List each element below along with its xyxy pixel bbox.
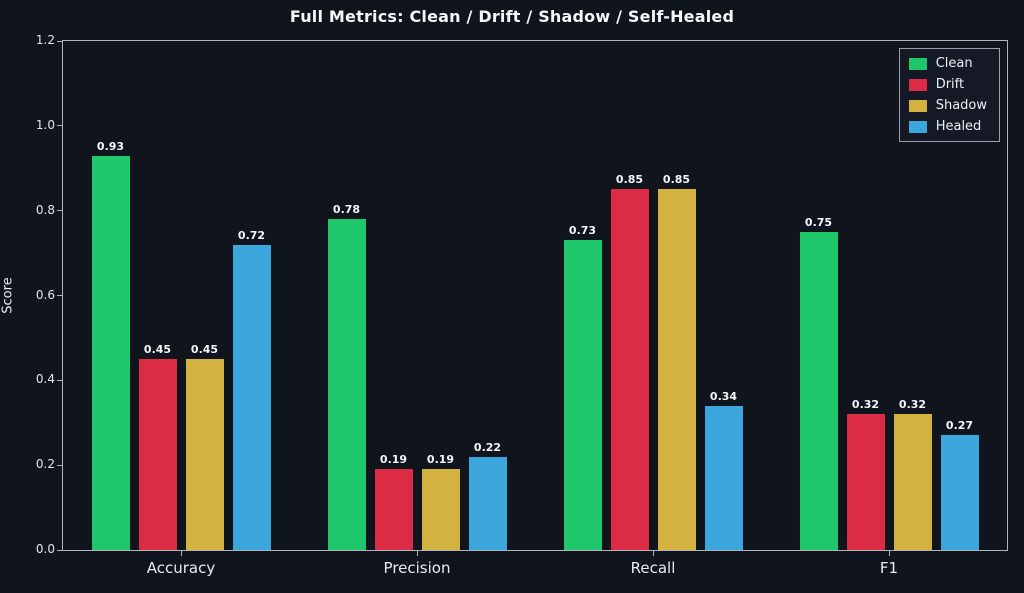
- bar-clean-accuracy: [91, 155, 130, 550]
- legend-swatch: [908, 78, 927, 91]
- bar-group-f1: 0.75 0.32 0.32 0.27 F1: [771, 41, 1007, 577]
- y-tick-mark: [57, 464, 63, 466]
- bar-shadow-accuracy: [185, 359, 224, 550]
- x-tick-mark: [653, 550, 654, 556]
- x-tick-mark: [417, 550, 418, 556]
- bar-col: 0.45: [185, 41, 224, 550]
- y-axis-label: Score: [0, 277, 16, 314]
- bar-healed-f1: [940, 435, 979, 550]
- legend-label: Clean: [935, 56, 973, 71]
- y-tick-mark: [57, 295, 63, 296]
- bar-col: 0.34: [704, 41, 743, 550]
- bar-shadow-recall: [657, 189, 696, 550]
- bars: 0.75 0.32 0.32 0.27: [799, 41, 979, 550]
- y-tick-label: 0.2: [35, 457, 55, 472]
- bar-drift-precision: [374, 469, 413, 550]
- bar-value-label: 0.45: [143, 343, 172, 357]
- legend-label: Drift: [935, 77, 965, 92]
- y-tick-label: 0.4: [35, 372, 55, 387]
- y-tick-mark: [57, 125, 63, 127]
- bar-value-label: 0.19: [426, 453, 455, 467]
- y-tick-mark: [57, 40, 63, 42]
- bar-shadow-precision: [421, 469, 460, 550]
- y-tick-label: 0.0: [35, 542, 55, 556]
- bar-value-label: 0.19: [379, 453, 408, 467]
- legend-label: Healed: [935, 119, 982, 134]
- bar-value-label: 0.75: [804, 215, 833, 229]
- bar-value-label: 0.32: [898, 398, 927, 412]
- bar-shadow-f1: [893, 414, 932, 550]
- bar-col: 0.85: [610, 41, 649, 550]
- bar-value-label: 0.78: [332, 203, 361, 217]
- bar-col: 0.72: [232, 41, 271, 550]
- bar-group-accuracy: 0.93 0.45 0.45 0.72 Accuracy: [63, 41, 299, 577]
- bar-healed-accuracy: [232, 244, 271, 550]
- bar-col: 0.93: [91, 41, 130, 550]
- bar-col: 0.19: [374, 41, 413, 550]
- bar-drift-accuracy: [138, 359, 177, 550]
- bar-healed-recall: [704, 405, 743, 550]
- bar-clean-f1: [799, 231, 838, 550]
- legend-swatch: [908, 57, 927, 70]
- legend-item-drift: Drift: [908, 77, 987, 92]
- bar-group-recall: 0.73 0.85 0.85 0.34 Recall: [535, 41, 771, 577]
- bar-col: 0.85: [657, 41, 696, 550]
- bar-value-label: 0.34: [709, 389, 738, 403]
- bar-value-label: 0.45: [190, 343, 219, 357]
- y-tick-label: 0.8: [35, 202, 55, 217]
- bar-value-label: 0.22: [473, 440, 502, 454]
- bar-col: 0.45: [138, 41, 177, 550]
- x-tick-label: Accuracy: [146, 559, 216, 577]
- bar-value-label: 0.27: [945, 419, 974, 433]
- bars: 0.93 0.45 0.45 0.72: [91, 41, 271, 550]
- bar-healed-precision: [468, 456, 507, 550]
- x-tick-mark: [181, 550, 182, 556]
- bar-clean-precision: [327, 219, 366, 550]
- legend-swatch: [908, 120, 927, 133]
- bars: 0.73 0.85 0.85 0.34: [563, 41, 743, 550]
- legend-item-healed: Healed: [908, 119, 987, 134]
- legend: Clean Drift Shadow Healed: [898, 48, 1000, 142]
- bar-col: 0.22: [468, 41, 507, 550]
- y-tick-label: 1.0: [35, 117, 55, 132]
- bar-drift-recall: [610, 189, 649, 550]
- bar-col: 0.19: [421, 41, 460, 550]
- bar-col: 0.32: [846, 41, 885, 550]
- x-tick-mark: [889, 550, 890, 556]
- bar-col: 0.32: [893, 41, 932, 550]
- bar-col: 0.73: [563, 41, 602, 550]
- legend-item-shadow: Shadow: [908, 98, 987, 113]
- y-tick-label: 1.2: [35, 33, 55, 47]
- bar-value-label: 0.73: [568, 224, 597, 238]
- legend-label: Shadow: [935, 98, 987, 113]
- bar-value-label: 0.85: [615, 173, 644, 187]
- y-tick-mark: [57, 210, 63, 212]
- bar-value-label: 0.72: [237, 228, 266, 242]
- x-tick-label: Precision: [383, 559, 451, 577]
- legend-item-clean: Clean: [908, 56, 987, 71]
- bar-col: 0.78: [327, 41, 366, 550]
- y-tick-label: 0.6: [35, 287, 55, 302]
- bar-value-label: 0.32: [851, 398, 880, 412]
- bar-group-precision: 0.78 0.19 0.19 0.22 Precision: [299, 41, 535, 577]
- x-tick-label: Recall: [630, 559, 676, 577]
- bar-col: 0.27: [940, 41, 979, 550]
- bar-col: 0.75: [799, 41, 838, 550]
- bar-drift-f1: [846, 414, 885, 550]
- bar-clean-recall: [563, 240, 602, 550]
- chart-title: Full Metrics: Clean / Drift / Shadow / S…: [289, 7, 735, 26]
- bar-value-label: 0.85: [662, 173, 691, 187]
- bars: 0.78 0.19 0.19 0.22: [327, 41, 507, 550]
- y-tick-mark: [57, 379, 63, 381]
- y-tick-mark: [57, 549, 63, 551]
- x-tick-label: F1: [879, 559, 899, 577]
- plot-area: 0.0 0.2 0.4 0.6 0.8 1.0 1.2 0.93 0.45 0.45 0.72 Acc…: [36, 33, 1008, 577]
- legend-swatch: [908, 99, 927, 112]
- bar-value-label: 0.93: [96, 139, 125, 153]
